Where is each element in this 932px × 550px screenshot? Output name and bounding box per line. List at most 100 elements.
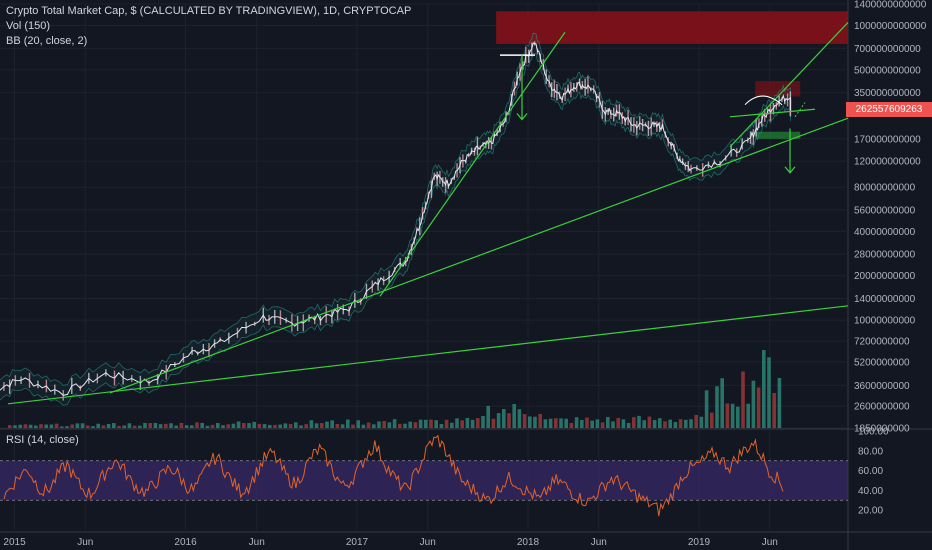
volume-bar	[262, 424, 267, 428]
price-tick-label: 2600000000	[854, 402, 910, 413]
volume-bar	[372, 424, 376, 428]
volume-bar	[179, 422, 184, 428]
volume-bar	[205, 425, 210, 428]
volume-bar	[236, 421, 241, 428]
volume-bar	[75, 423, 80, 428]
price-tick-label: 1850000000	[854, 424, 910, 435]
price-tick-label: 80000000000	[854, 183, 916, 194]
volume-bar	[294, 422, 298, 428]
volume-bar	[283, 423, 288, 428]
down-arrow-2018-head	[516, 113, 528, 121]
breakout-hint	[794, 102, 806, 118]
volume-bar	[522, 414, 527, 428]
volume-bar	[44, 424, 48, 428]
time-axis[interactable]: 2015 Jun 2016 Jun 2017 Jun 2018 Jun 2019 Jun	[3, 537, 777, 548]
rsi-axis[interactable]: 100.00 80.00 60.00 40.00 20.00	[858, 427, 889, 517]
trendline-long-term	[7, 305, 849, 405]
price-tick-label: 350000000000	[854, 88, 921, 99]
price-tick-label: 3600000000	[854, 381, 910, 392]
volume-bar	[538, 413, 542, 428]
volume-bar	[543, 419, 548, 428]
volume-bar	[96, 423, 100, 428]
trendline-2017-rally	[379, 31, 566, 297]
volume-bar	[444, 419, 449, 428]
chart-title[interactable]: Crypto Total Market Cap, $ (CALCULATED B…	[6, 5, 412, 17]
volume-bar	[314, 423, 319, 428]
volume-bar	[382, 421, 386, 428]
volume-bar	[200, 422, 204, 428]
volume-bar	[611, 421, 615, 428]
volume-bar	[153, 422, 158, 428]
volume-bar	[132, 425, 137, 428]
volume-bar	[689, 419, 693, 428]
volume-bar	[216, 422, 220, 428]
volume-bar	[647, 416, 652, 428]
trendline-2019-rally	[729, 21, 849, 148]
volume-bar	[590, 420, 594, 428]
volume-bar	[600, 422, 605, 428]
volume-bar	[606, 416, 610, 428]
volume-bar	[112, 423, 116, 428]
volume-bar	[663, 421, 667, 428]
volume-bar	[387, 422, 392, 428]
volume-bar	[465, 417, 470, 428]
volume-bar	[720, 378, 724, 428]
price-tick-label: 7200000000	[854, 337, 910, 348]
volume-bar	[288, 424, 293, 428]
head-shoulders-arc	[744, 95, 783, 106]
volume-bar	[34, 425, 38, 428]
volume-bar	[559, 418, 563, 428]
rsi-band	[0, 460, 848, 501]
volume-bar	[730, 403, 735, 428]
volume-bar	[273, 424, 277, 428]
volume-bar	[101, 425, 106, 428]
volume-bar	[70, 424, 74, 428]
price-axis[interactable]: 1400000000000 1000000000000 700000000000 50…	[854, 0, 927, 435]
time-tick-label: 2016	[174, 537, 197, 548]
volume-bar	[678, 419, 683, 428]
volume-bar	[392, 419, 397, 428]
volume-bar	[554, 418, 558, 428]
volume-bar	[460, 420, 464, 428]
time-tick-label: Jun	[591, 537, 607, 548]
volume-bar	[548, 418, 553, 428]
volume-bar	[268, 424, 272, 428]
indicator-volume[interactable]: Vol (150)	[6, 20, 51, 32]
price-tick-label: 1000000000000	[854, 21, 927, 32]
rsi-tick-label: 100.00	[858, 427, 889, 438]
time-tick-label: Jun	[77, 537, 93, 548]
volume-bar	[746, 403, 750, 428]
volume-bar	[434, 420, 438, 428]
volume-bar	[621, 419, 626, 428]
volume-bar	[528, 416, 532, 428]
volume-bar	[304, 424, 308, 428]
chart-legend: Crypto Total Market Cap, $ (CALCULATED B…	[6, 4, 411, 49]
volume-bar	[517, 409, 522, 428]
volume-bar	[158, 424, 163, 428]
indicator-bollinger[interactable]: BB (20, close, 2)	[6, 35, 88, 47]
rsi-tick-label: 20.00	[858, 506, 883, 517]
volume-bar	[658, 418, 662, 428]
volume-bar	[762, 350, 766, 428]
volume-bar	[491, 418, 496, 428]
volume-bar	[23, 424, 28, 428]
volume-bar	[574, 417, 579, 428]
rsi-legend[interactable]: RSI (14, close)	[6, 434, 79, 446]
volume-bar	[346, 419, 350, 428]
volume-bar	[512, 404, 516, 428]
volume-bar	[725, 403, 730, 428]
volume-bar	[231, 423, 236, 428]
volume-bar	[356, 420, 360, 428]
volume-bar	[309, 420, 314, 428]
volume-bar	[65, 426, 69, 428]
price-tick-label: 14000000000	[854, 294, 916, 305]
price-tick-label: 5200000000	[854, 357, 910, 368]
volume-bar	[642, 420, 646, 428]
volume-bar	[741, 371, 745, 428]
volume-bar	[439, 424, 444, 428]
time-tick-label: 2015	[3, 537, 26, 548]
volume-bar	[210, 424, 215, 428]
volume-bar	[278, 424, 282, 428]
volume-bar	[106, 424, 111, 428]
